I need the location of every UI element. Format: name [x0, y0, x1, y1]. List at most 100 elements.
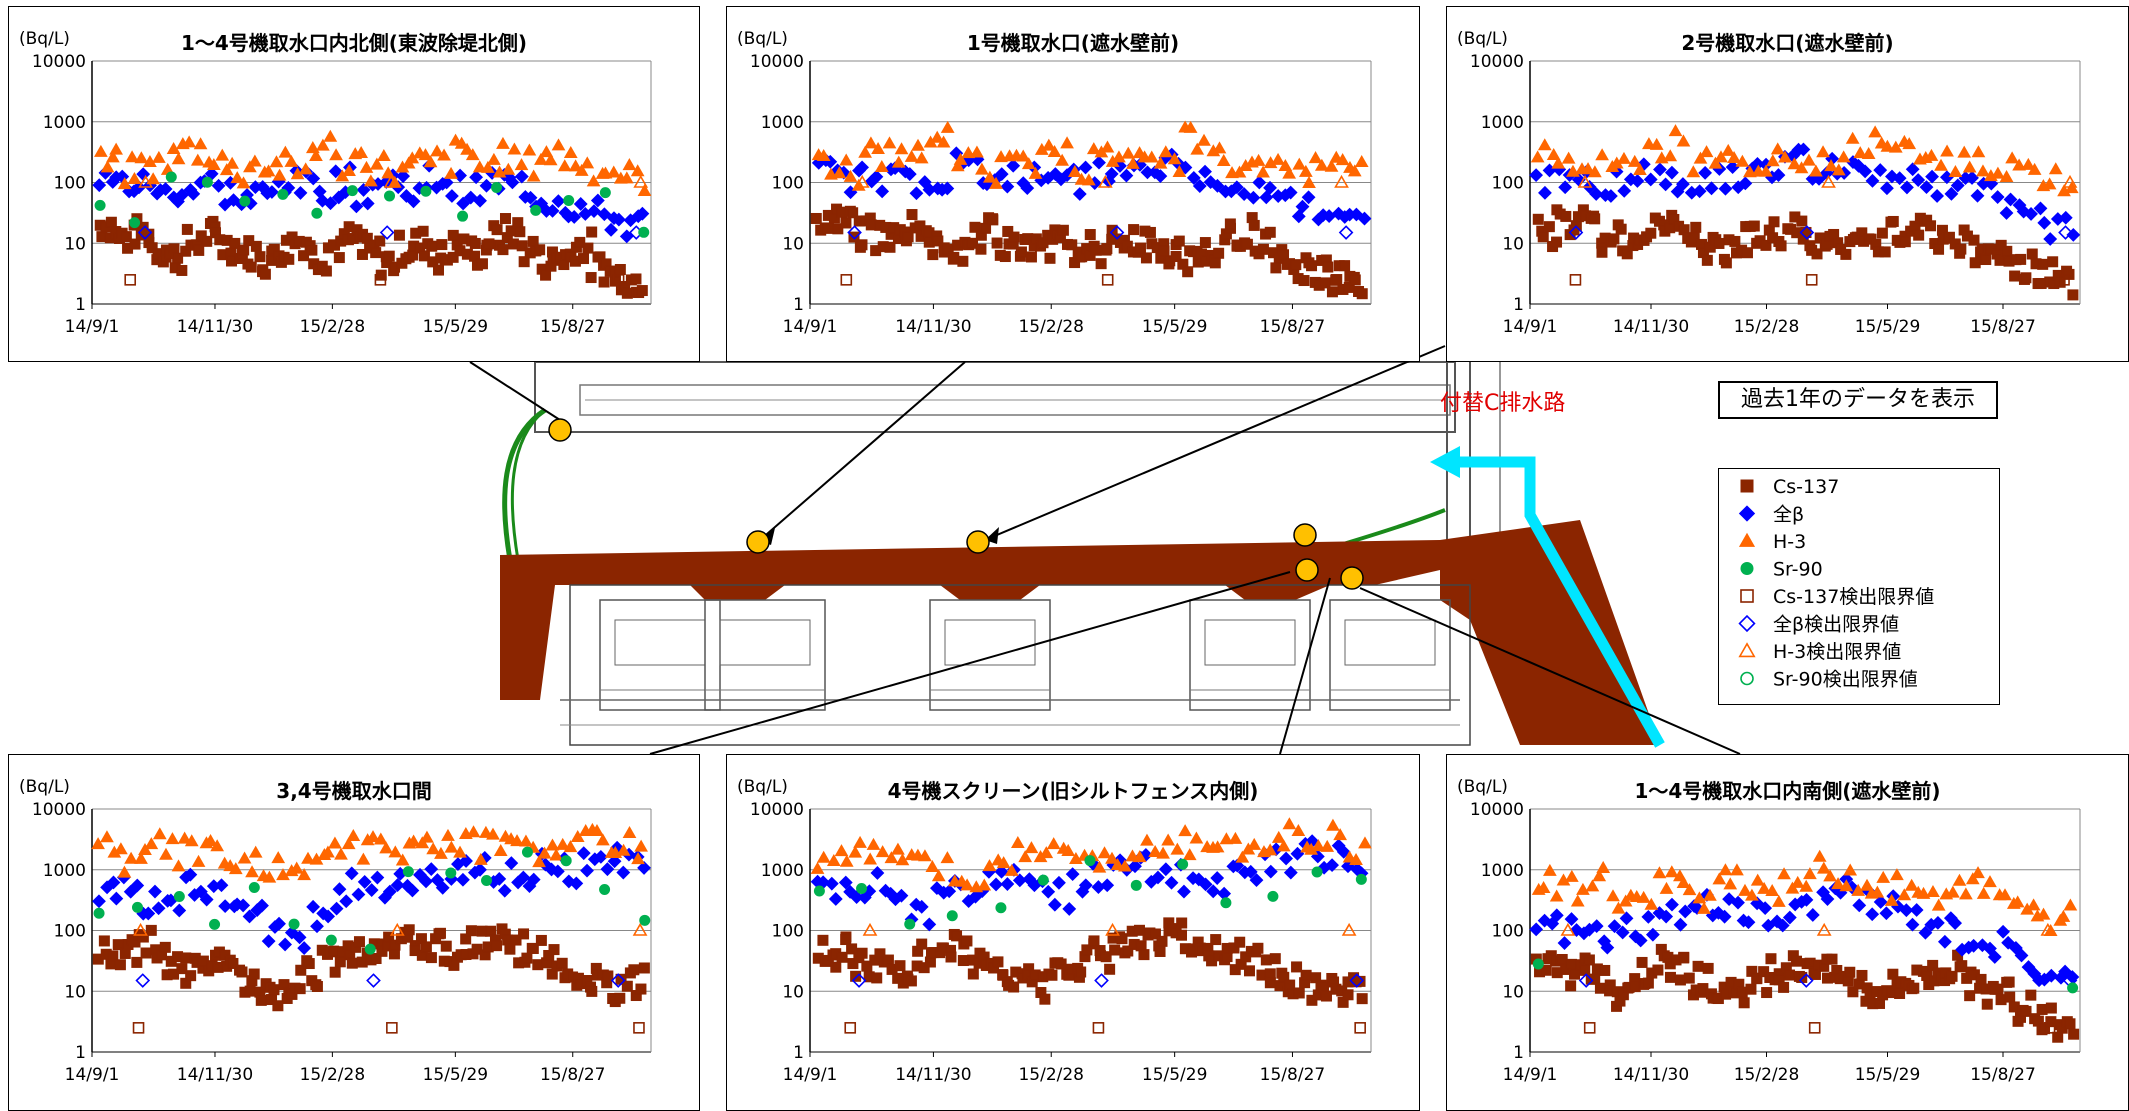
data-point	[2037, 215, 2052, 230]
data-point	[186, 186, 201, 201]
data-point	[1636, 956, 1648, 968]
data-point	[1630, 174, 1645, 188]
data-point	[1046, 969, 1058, 981]
data-point	[1659, 909, 1674, 924]
data-point	[92, 894, 106, 909]
data-point	[563, 145, 578, 158]
legend-label-7: H-3検出限界値	[1773, 641, 1901, 663]
y-tick-label: 1000	[1481, 113, 1524, 133]
series-cs137	[812, 917, 1368, 1034]
data-point	[1599, 964, 1611, 976]
data-point	[396, 169, 411, 184]
x-tick-label: 14/9/1	[1503, 317, 1558, 337]
data-point	[1290, 846, 1305, 861]
data-point	[292, 930, 307, 945]
y-tick-label: 1	[75, 1043, 86, 1063]
data-point	[268, 984, 280, 996]
data-point	[1930, 915, 1945, 930]
x-tick-label: 15/2/28	[300, 1065, 366, 1085]
data-point	[1731, 895, 1745, 910]
data-point	[1581, 162, 1595, 175]
data-point	[1865, 907, 1880, 922]
data-point	[92, 178, 107, 193]
data-point	[262, 870, 277, 883]
data-point	[537, 846, 552, 859]
data-point	[172, 252, 184, 264]
data-point	[225, 156, 239, 169]
data-point	[598, 276, 610, 288]
data-point	[1802, 153, 1816, 166]
data-point	[244, 985, 256, 997]
limit-point	[1799, 225, 1815, 240]
data-point	[1243, 864, 1258, 879]
data-point	[1723, 877, 1738, 890]
data-point	[630, 164, 645, 177]
data-point	[1918, 925, 1933, 940]
data-point	[218, 899, 233, 914]
data-point	[1946, 885, 1960, 898]
data-point	[1831, 163, 1846, 176]
chart-svg: 3,4号機取水口間 (Bq/L) 1 10 100 1000 10000 14/9/1 14/1…	[19, 777, 652, 1085]
data-point	[891, 842, 905, 855]
data-point	[227, 957, 239, 969]
data-point	[861, 960, 873, 972]
y-axis-label: (Bq/L)	[19, 777, 70, 797]
data-point	[137, 931, 149, 943]
data-point	[1248, 219, 1260, 231]
data-point	[1540, 964, 1552, 976]
data-point	[1198, 877, 1213, 892]
data-point	[1182, 266, 1194, 278]
data-point	[521, 952, 533, 964]
data-point	[1741, 247, 1753, 259]
data-point	[2044, 968, 2059, 983]
x-tick-label: 15/8/27	[1970, 317, 2036, 337]
data-point	[1619, 911, 1634, 926]
sea-wall-south	[1440, 520, 1660, 745]
x-tick-label: 15/5/29	[1855, 1065, 1921, 1085]
data-point	[173, 890, 185, 902]
data-point	[1336, 844, 1351, 859]
data-point	[1086, 142, 1101, 155]
data-point	[1968, 234, 1980, 246]
data-point	[2004, 991, 2016, 1003]
data-point	[384, 190, 396, 202]
data-point	[1758, 901, 1773, 916]
breakwater-outline	[534, 361, 1456, 433]
data-point	[999, 251, 1011, 263]
data-point	[1948, 164, 1963, 177]
data-point	[1339, 260, 1351, 272]
data-point	[1812, 849, 1827, 862]
data-point	[245, 261, 257, 273]
data-point	[261, 164, 276, 177]
data-point	[1006, 158, 1021, 173]
data-point	[465, 148, 480, 161]
data-point	[278, 937, 292, 952]
data-point	[1990, 190, 2005, 204]
data-point	[916, 938, 928, 950]
data-point	[501, 162, 516, 175]
data-point	[922, 917, 937, 932]
x-tick-label: 15/2/28	[300, 317, 366, 337]
data-point	[245, 865, 259, 878]
data-point	[1167, 152, 1182, 165]
data-point	[236, 176, 251, 189]
data-point	[426, 842, 441, 855]
data-point	[1697, 901, 1711, 914]
data-point	[1980, 254, 1992, 266]
data-point	[1690, 221, 1702, 233]
data-point	[1787, 157, 1802, 170]
data-point	[1084, 855, 1096, 867]
data-point	[1252, 175, 1267, 190]
data-point	[1794, 161, 1809, 174]
data-point	[1999, 170, 2014, 183]
data-point	[1621, 248, 1633, 260]
data-point	[1641, 909, 1656, 924]
data-point	[1712, 872, 1727, 885]
data-point	[638, 962, 650, 974]
data-point	[158, 182, 173, 196]
sea-wall	[500, 540, 1440, 700]
data-point	[403, 924, 415, 936]
data-point	[1589, 919, 1604, 934]
data-point	[904, 149, 919, 162]
